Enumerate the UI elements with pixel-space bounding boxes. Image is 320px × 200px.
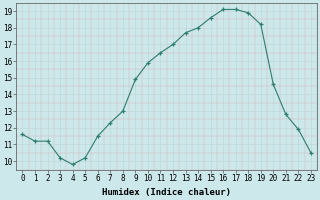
X-axis label: Humidex (Indice chaleur): Humidex (Indice chaleur) (102, 188, 231, 197)
